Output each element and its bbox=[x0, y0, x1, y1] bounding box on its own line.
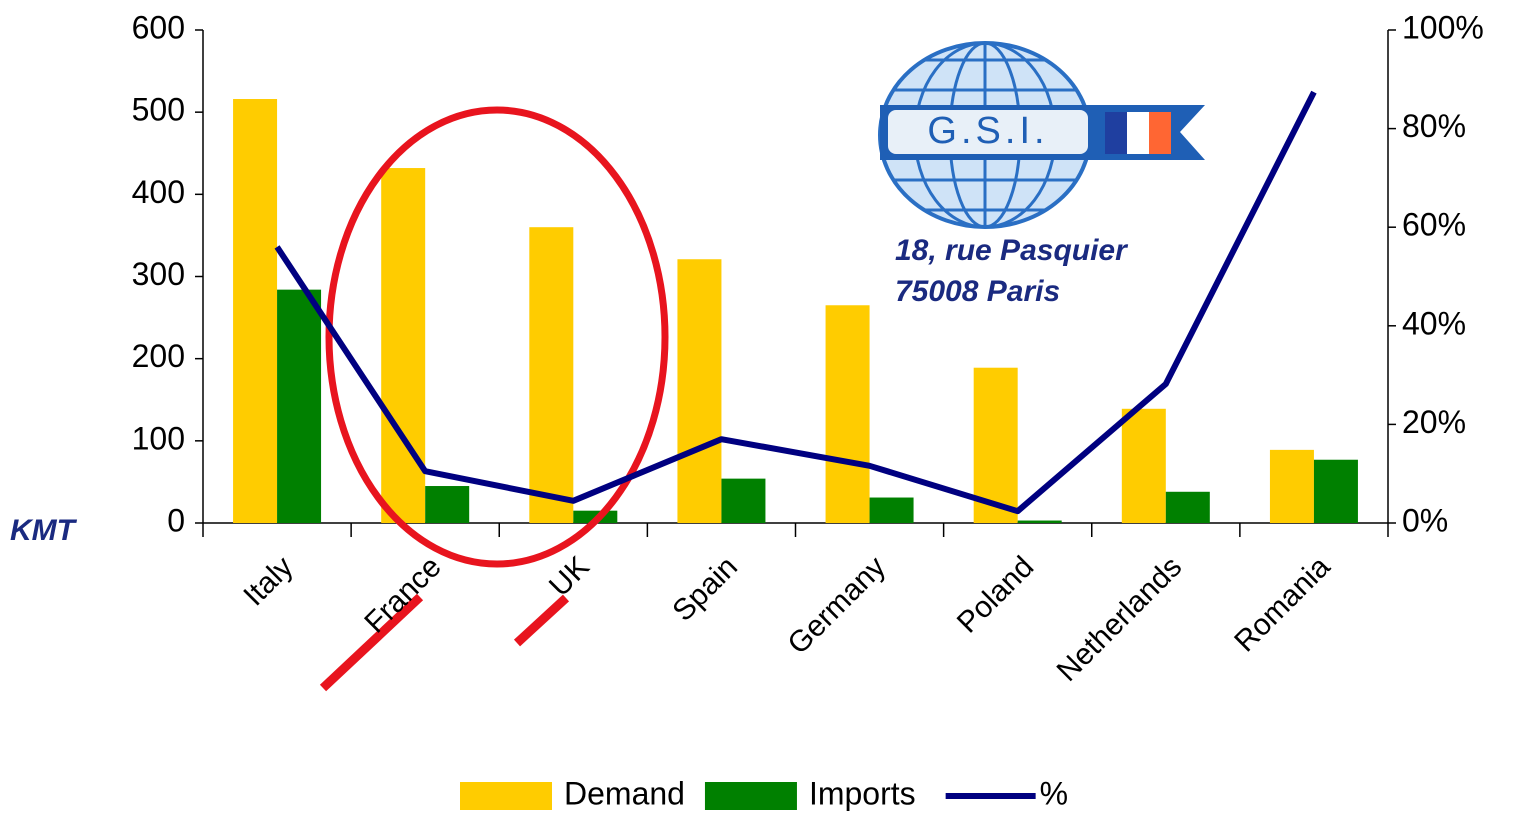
bar bbox=[869, 497, 914, 523]
y-tick-label: 100 bbox=[132, 420, 185, 456]
y2-tick-label: 20% bbox=[1402, 404, 1466, 440]
legend-swatch bbox=[704, 782, 797, 810]
highlight-underline bbox=[319, 593, 424, 692]
y2-tick-label: 60% bbox=[1402, 207, 1466, 243]
bar bbox=[1313, 459, 1358, 523]
address-line: 75008 Paris bbox=[895, 275, 1060, 308]
logo-name: G.S.I. bbox=[927, 110, 1048, 152]
legend-label: % bbox=[1040, 775, 1068, 811]
y-tick-label: 500 bbox=[132, 92, 185, 128]
legend-swatch bbox=[460, 782, 552, 810]
address-line: 18, rue Pasquier bbox=[895, 234, 1129, 267]
bar bbox=[233, 99, 278, 524]
y-tick-label: 0 bbox=[167, 502, 185, 538]
highlight-ellipse bbox=[325, 106, 669, 568]
bar bbox=[1017, 520, 1062, 523]
y-axis-label: KMT bbox=[10, 514, 78, 547]
bar bbox=[1121, 408, 1166, 523]
y-tick-label: 300 bbox=[132, 256, 185, 292]
x-tick-label: Romania bbox=[1228, 550, 1336, 658]
bar bbox=[529, 227, 574, 523]
y2-tick-label: 80% bbox=[1402, 108, 1466, 144]
x-tick-label: Poland bbox=[951, 550, 1040, 639]
x-tick-label: Italy bbox=[237, 550, 299, 612]
highlight-underline bbox=[513, 594, 570, 647]
bar bbox=[277, 289, 322, 523]
bar bbox=[1269, 449, 1314, 523]
bar bbox=[721, 478, 766, 523]
y-tick-label: 400 bbox=[132, 174, 185, 210]
x-tick-label: Spain bbox=[666, 550, 744, 628]
y2-tick-label: 100% bbox=[1402, 9, 1484, 45]
x-tick-label: Germany bbox=[782, 550, 893, 661]
bar bbox=[381, 168, 426, 524]
legend-label: Imports bbox=[809, 775, 916, 811]
y2-tick-label: 0% bbox=[1402, 502, 1448, 538]
legend-label: Demand bbox=[564, 775, 685, 811]
x-tick-label: Netherlands bbox=[1051, 550, 1189, 688]
bar bbox=[825, 305, 870, 523]
x-tick-label: UK bbox=[543, 550, 596, 603]
bar bbox=[425, 486, 470, 523]
y2-tick-label: 40% bbox=[1402, 305, 1466, 341]
logo: G.S.I. 18, rue Pasquier 75008 Paris bbox=[878, 41, 1205, 308]
line bbox=[274, 90, 1317, 515]
bar bbox=[677, 259, 722, 523]
x-tick-label: France bbox=[358, 550, 447, 639]
y-tick-label: 200 bbox=[132, 338, 185, 374]
y-tick-label: 600 bbox=[132, 9, 185, 45]
bar bbox=[1165, 491, 1210, 523]
